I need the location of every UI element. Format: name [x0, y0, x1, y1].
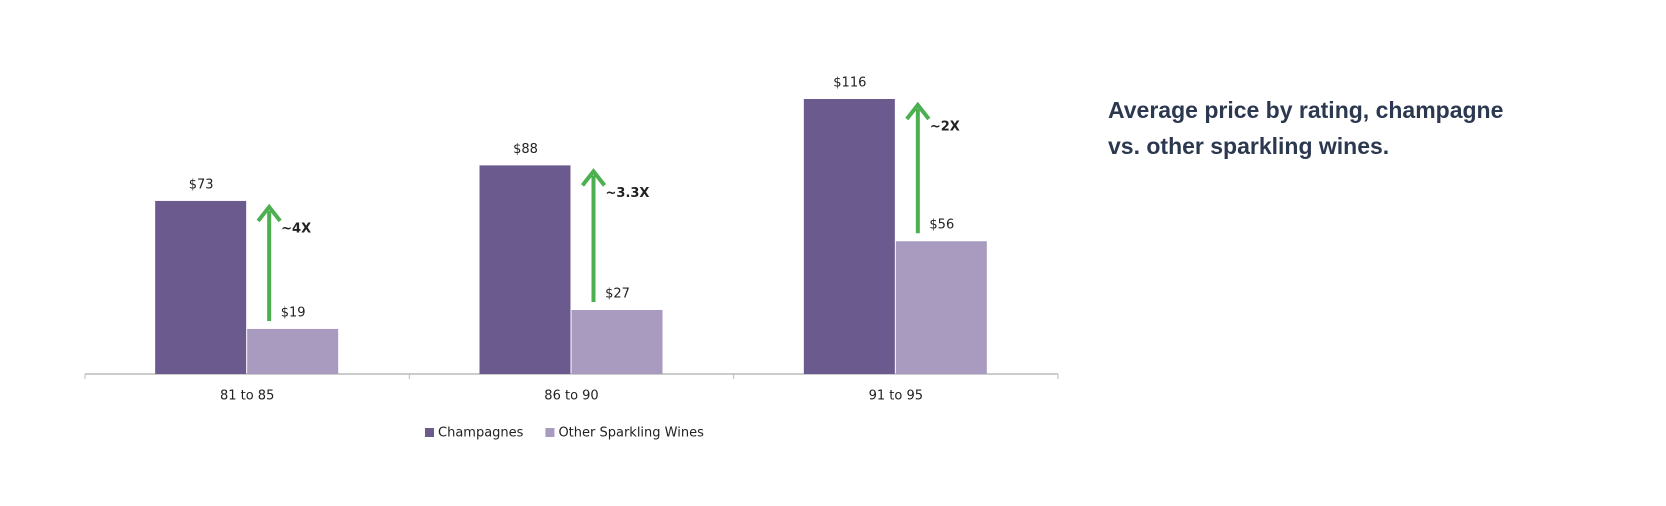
bar [895, 241, 987, 374]
value-label: $19 [281, 305, 306, 320]
chart: 81 to 85 $73 $19 ~4X 86 to 90 $88 $27 ~3.3X 91 t… [84, 76, 1059, 441]
arrow-head [580, 168, 607, 187]
bar [155, 200, 247, 374]
bar [803, 99, 895, 374]
value-label: $56 [929, 218, 954, 233]
chart-title: Average price by rating, champagne vs. o… [1108, 97, 1504, 159]
bar [571, 309, 663, 374]
arrow-head [905, 101, 931, 121]
x-tick-label: 81 to 85 [220, 389, 274, 404]
legend-swatch [425, 428, 434, 437]
x-tick-label: 91 to 95 [869, 389, 923, 404]
value-label: $27 [605, 286, 630, 301]
bar [479, 165, 571, 374]
annotation: ~4X [281, 221, 311, 236]
value-label: $116 [833, 76, 866, 91]
legend-label: Champagnes [438, 426, 524, 441]
annotation: ~2X [930, 120, 960, 135]
x-tick-label: 86 to 90 [544, 389, 598, 404]
arrow-head [256, 203, 282, 223]
value-label: $73 [189, 177, 214, 192]
legend-swatch [545, 428, 555, 437]
value-label: $88 [513, 142, 538, 157]
bar [247, 328, 339, 374]
annotation: ~3.3X [606, 186, 650, 201]
legend-label: Other Sparkling Wines [558, 426, 704, 441]
